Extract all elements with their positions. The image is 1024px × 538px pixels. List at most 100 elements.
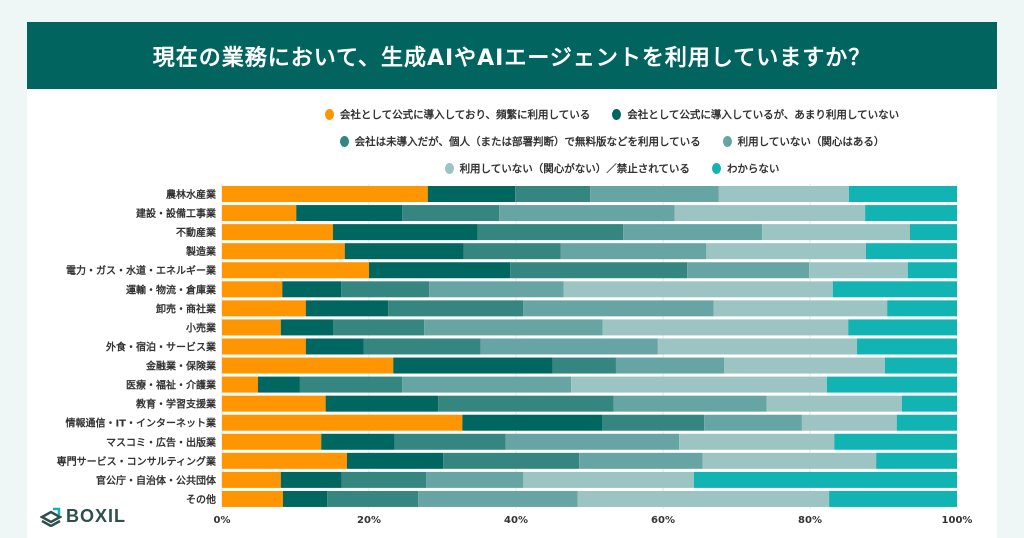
bar-segment (394, 433, 506, 450)
bar-segment (613, 395, 767, 412)
legend-label: 利用していない（関心がない）／禁止されている (459, 163, 690, 175)
bar-segment (602, 319, 849, 336)
bar-segment (571, 376, 827, 393)
legend-label: 会社として公式に導入しているが、あまり利用していない (627, 109, 900, 121)
bar-segment (674, 205, 866, 222)
bar-segment (848, 186, 957, 202)
bar-segment (346, 452, 444, 469)
legend-label: 会社として公式に導入しており、頻繁に利用している (339, 109, 591, 121)
bar-segment (402, 205, 500, 222)
chart-title: 現在の業務において、生成AIやAIエージェントを利用していますか？ (27, 22, 997, 89)
logo-icon (40, 507, 62, 527)
bar-segment (848, 319, 957, 336)
bar-segment (280, 471, 342, 488)
bar-segment (523, 300, 714, 317)
bar-segment (523, 471, 694, 488)
bar-segment (826, 376, 957, 393)
bar-segment (222, 452, 347, 469)
bar-segment (222, 395, 326, 412)
bar-segment (762, 224, 910, 241)
bar-segment (418, 490, 578, 507)
legend-swatch (612, 109, 622, 120)
bar-segment (560, 243, 707, 260)
legend-item: 会社として公式に導入しているが、あまり利用していない (612, 107, 899, 122)
legend-item: 利用していない（関心はある） (722, 134, 885, 149)
legend-label: 利用していない（関心はある） (737, 136, 885, 148)
bar-segment (510, 262, 688, 279)
bar-segment (344, 243, 464, 260)
boxil-logo: BOXIL (40, 506, 126, 527)
legend-item: 利用していない（関心がない）／禁止されている (444, 161, 690, 176)
bar-segment (693, 471, 957, 488)
legend-item: わからない (711, 161, 780, 176)
bar-segment (283, 490, 328, 507)
bar-segment (801, 414, 897, 431)
bar-segment (388, 300, 524, 317)
category-label: 専門サービス・コンサルティング業 (57, 455, 217, 468)
legend-swatch (339, 136, 349, 147)
legend-item: 会社として公式に導入しており、頻繁に利用している (324, 107, 591, 122)
bar-segment (429, 281, 564, 298)
x-tick-label: 60% (651, 515, 675, 526)
bar-segment (901, 395, 957, 412)
bar-segment (280, 319, 333, 336)
x-tick-label: 40% (504, 515, 528, 526)
bar-segment (499, 205, 675, 222)
bar-segment (505, 433, 680, 450)
bar-segment (679, 433, 835, 450)
bar-segment (427, 186, 516, 202)
bar-segment (704, 414, 802, 431)
bar-segment (876, 452, 957, 469)
x-tick-label: 0% (214, 515, 231, 526)
bar-segment (909, 224, 957, 241)
bar-segment (332, 319, 425, 336)
bar-segment (222, 262, 369, 279)
bar-segment (222, 376, 259, 393)
bar-segment (896, 414, 957, 431)
category-label: 不動産業 (176, 226, 217, 239)
bar-segment (222, 243, 345, 260)
category-label: 運輸・物流・倉庫業 (126, 283, 217, 296)
bar-segment (462, 414, 602, 431)
legend-item: 会社は未導入だが、個人（または部署判断）で無料版などを利用している (339, 134, 701, 149)
category-label: 農林水産業 (166, 188, 217, 201)
bar-segment (809, 262, 908, 279)
legend-label: わからない (726, 163, 780, 175)
bar-segment (865, 243, 957, 260)
bar-segment (222, 224, 333, 241)
bar-segment (222, 319, 281, 336)
legend-swatch (324, 109, 334, 120)
bar-segment (222, 414, 463, 431)
bar-segment (515, 186, 591, 202)
bar-segment (332, 224, 478, 241)
bar-segment (832, 281, 957, 298)
bar-segment (577, 490, 830, 507)
category-label: 官公庁・自治体・公共団体 (96, 474, 217, 487)
category-label: 教育・学習支援業 (135, 398, 217, 411)
bar-segment (363, 338, 481, 355)
bar-segment (402, 376, 572, 393)
bar-segment (706, 243, 866, 260)
bar-segment (305, 300, 389, 317)
chart-card (27, 22, 997, 538)
bar-segment (222, 300, 306, 317)
bar-segment (325, 395, 439, 412)
category-label: 外食・宿泊・サービス業 (105, 340, 217, 353)
category-label: 金融業・保険業 (145, 360, 217, 373)
bar-segment (579, 452, 703, 469)
bar-segment (857, 338, 957, 355)
legend-label: 会社は未導入だが、個人（または部署判断）で無料版などを利用している (354, 136, 701, 148)
bar-segment (615, 357, 725, 374)
category-label: 建設・設備工事業 (135, 207, 217, 220)
bar-segment (623, 224, 763, 241)
bar-segment (426, 471, 524, 488)
bar-segment (222, 281, 283, 298)
bar-segment (907, 262, 957, 279)
x-tick-label: 20% (357, 515, 381, 526)
category-label: マスコミ・広告・出版業 (106, 436, 217, 449)
legend-row-3: 利用していない（関心がない）／禁止されている わからない (200, 161, 1024, 176)
bar-segment (477, 224, 624, 241)
x-tick-label: 100% (942, 515, 973, 526)
bar-segment (834, 433, 957, 450)
